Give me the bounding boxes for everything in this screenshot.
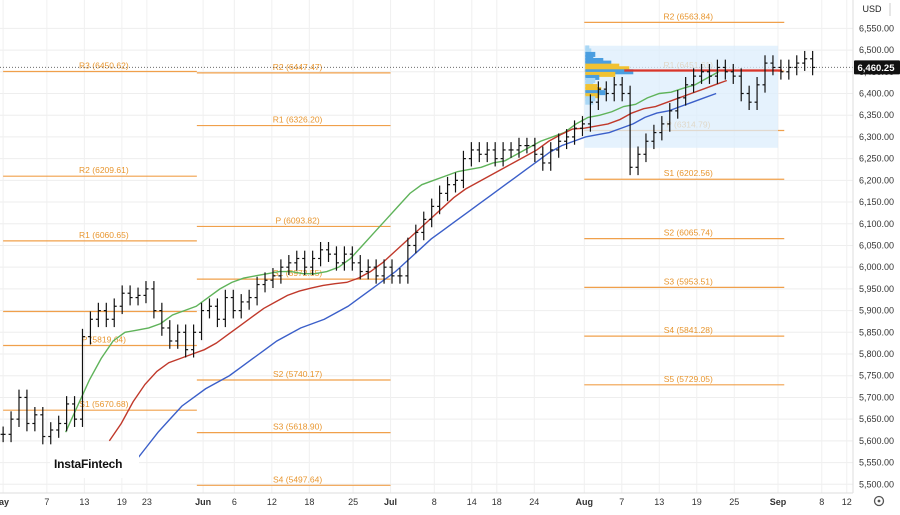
time-tick-label: 19 <box>117 497 127 507</box>
pivot-label: S1 (5670.68) <box>79 399 128 409</box>
price-tick-label: 6,100.00 <box>859 219 894 229</box>
pivot-label: R3 (6450.62) <box>79 61 129 71</box>
price-tick-label: 5,500.00 <box>859 479 894 489</box>
current-price-value: 6,460.25 <box>858 63 896 74</box>
time-tick-label: 19 <box>692 497 702 507</box>
current-price-tag <box>854 60 900 75</box>
pivot-label: S5 (5729.05) <box>664 374 713 384</box>
time-tick-label: 8 <box>432 497 437 507</box>
time-tick-label: 18 <box>304 497 314 507</box>
price-tick-label: 5,700.00 <box>859 392 894 402</box>
time-tick-label: 7 <box>44 497 49 507</box>
moving-average-line <box>108 79 728 442</box>
price-tick-label: 5,750.00 <box>859 371 894 381</box>
pivot-label: P (6093.82) <box>275 215 319 225</box>
moving-average-line <box>64 71 719 433</box>
volume-profile-bar <box>585 71 616 77</box>
pivot-label: P (5819.64) <box>82 334 126 344</box>
price-tick-label: 5,600.00 <box>859 436 894 446</box>
time-tick-label: 8 <box>819 497 824 507</box>
time-tick-label: 23 <box>142 497 152 507</box>
price-tick-label: 6,050.00 <box>859 240 894 250</box>
price-tick-label: 6,400.00 <box>859 88 894 98</box>
time-tick-label: 13 <box>79 497 89 507</box>
pivot-label: R2 (6563.84) <box>663 11 713 21</box>
price-axis-bg <box>853 0 900 510</box>
pivot-label: R1 (6326.20) <box>273 115 323 125</box>
volume-profile-bar <box>585 99 594 105</box>
price-tick-label: 5,650.00 <box>859 414 894 424</box>
pivot-label: S2 (5740.17) <box>273 369 322 379</box>
volume-profile-bar <box>585 48 592 54</box>
volume-profile-bar <box>585 57 604 63</box>
volume-profile-bar <box>585 90 606 96</box>
time-tick-label: Jul <box>384 497 397 507</box>
time-tick-label: Aug <box>576 497 594 507</box>
pivot-label: S4 (5841.28) <box>664 325 713 335</box>
volume-profile-bar <box>585 54 594 60</box>
price-tick-label: 5,850.00 <box>859 327 894 337</box>
moving-average-line <box>133 92 717 463</box>
time-tick-label: 25 <box>348 497 358 507</box>
price-tick-label: 6,550.00 <box>859 23 894 33</box>
pivot-label: S1 (6202.56) <box>664 168 713 178</box>
pivot-label: R2 (6209.61) <box>79 165 129 175</box>
volume-profile-bar <box>585 81 594 87</box>
price-tick-label: 5,800.00 <box>859 349 894 359</box>
gear-center <box>877 499 881 503</box>
time-tick-label: 7 <box>619 497 624 507</box>
price-tick-label: 6,300.00 <box>859 132 894 142</box>
currency-label: USD <box>862 4 882 14</box>
pivot-label: R2 (6447.47) <box>273 62 323 72</box>
time-tick-label: 12 <box>842 497 852 507</box>
price-tick-label: 5,950.00 <box>859 284 894 294</box>
price-tick-label: 6,200.00 <box>859 175 894 185</box>
time-tick-label: ay <box>0 497 9 507</box>
pivot-label: S3 (5953.51) <box>664 276 713 286</box>
pivot-label: S3 (5618.90) <box>273 422 322 432</box>
volume-profile-bar <box>585 77 596 83</box>
volume-profile-bar <box>585 93 600 99</box>
volume-profile-bar <box>585 87 602 93</box>
time-tick-label: 12 <box>267 497 277 507</box>
price-tick-label: 6,500.00 <box>859 45 894 55</box>
price-tick-label: 6,150.00 <box>859 197 894 207</box>
pivot-label: S4 (5497.64) <box>273 474 322 484</box>
time-tick-label: 18 <box>492 497 502 507</box>
time-tick-label: 13 <box>654 497 664 507</box>
pivot-label: R1 (6060.65) <box>79 230 129 240</box>
time-tick-label: 25 <box>729 497 739 507</box>
volume-profile-bar <box>585 74 600 80</box>
price-tick-label: 5,900.00 <box>859 306 894 316</box>
volume-profile-bar <box>585 84 598 90</box>
pivot-label: S2 (6065.74) <box>664 228 713 238</box>
volume-profile-bar <box>585 66 630 72</box>
volume-profile-bar <box>585 51 596 57</box>
price-tick-label: 6,350.00 <box>859 110 894 120</box>
instafintech-watermark: InstaFintech <box>50 450 139 478</box>
time-tick-label: Sep <box>770 497 787 507</box>
price-tick-label: 6,250.00 <box>859 154 894 164</box>
volume-profile-bar <box>585 60 612 66</box>
volume-profile-bar <box>585 69 634 75</box>
time-tick-label: 6 <box>232 497 237 507</box>
volume-profile-bar <box>585 45 590 51</box>
time-tick-label: Jun <box>195 497 211 507</box>
time-tick-label: 14 <box>467 497 477 507</box>
time-tick-label: 24 <box>529 497 539 507</box>
gear-ring <box>873 495 885 507</box>
price-tick-label: 5,550.00 <box>859 458 894 468</box>
settings-gear-icon[interactable] <box>873 495 885 507</box>
volume-profile-bar <box>585 63 620 69</box>
price-tick-label: 6,000.00 <box>859 262 894 272</box>
